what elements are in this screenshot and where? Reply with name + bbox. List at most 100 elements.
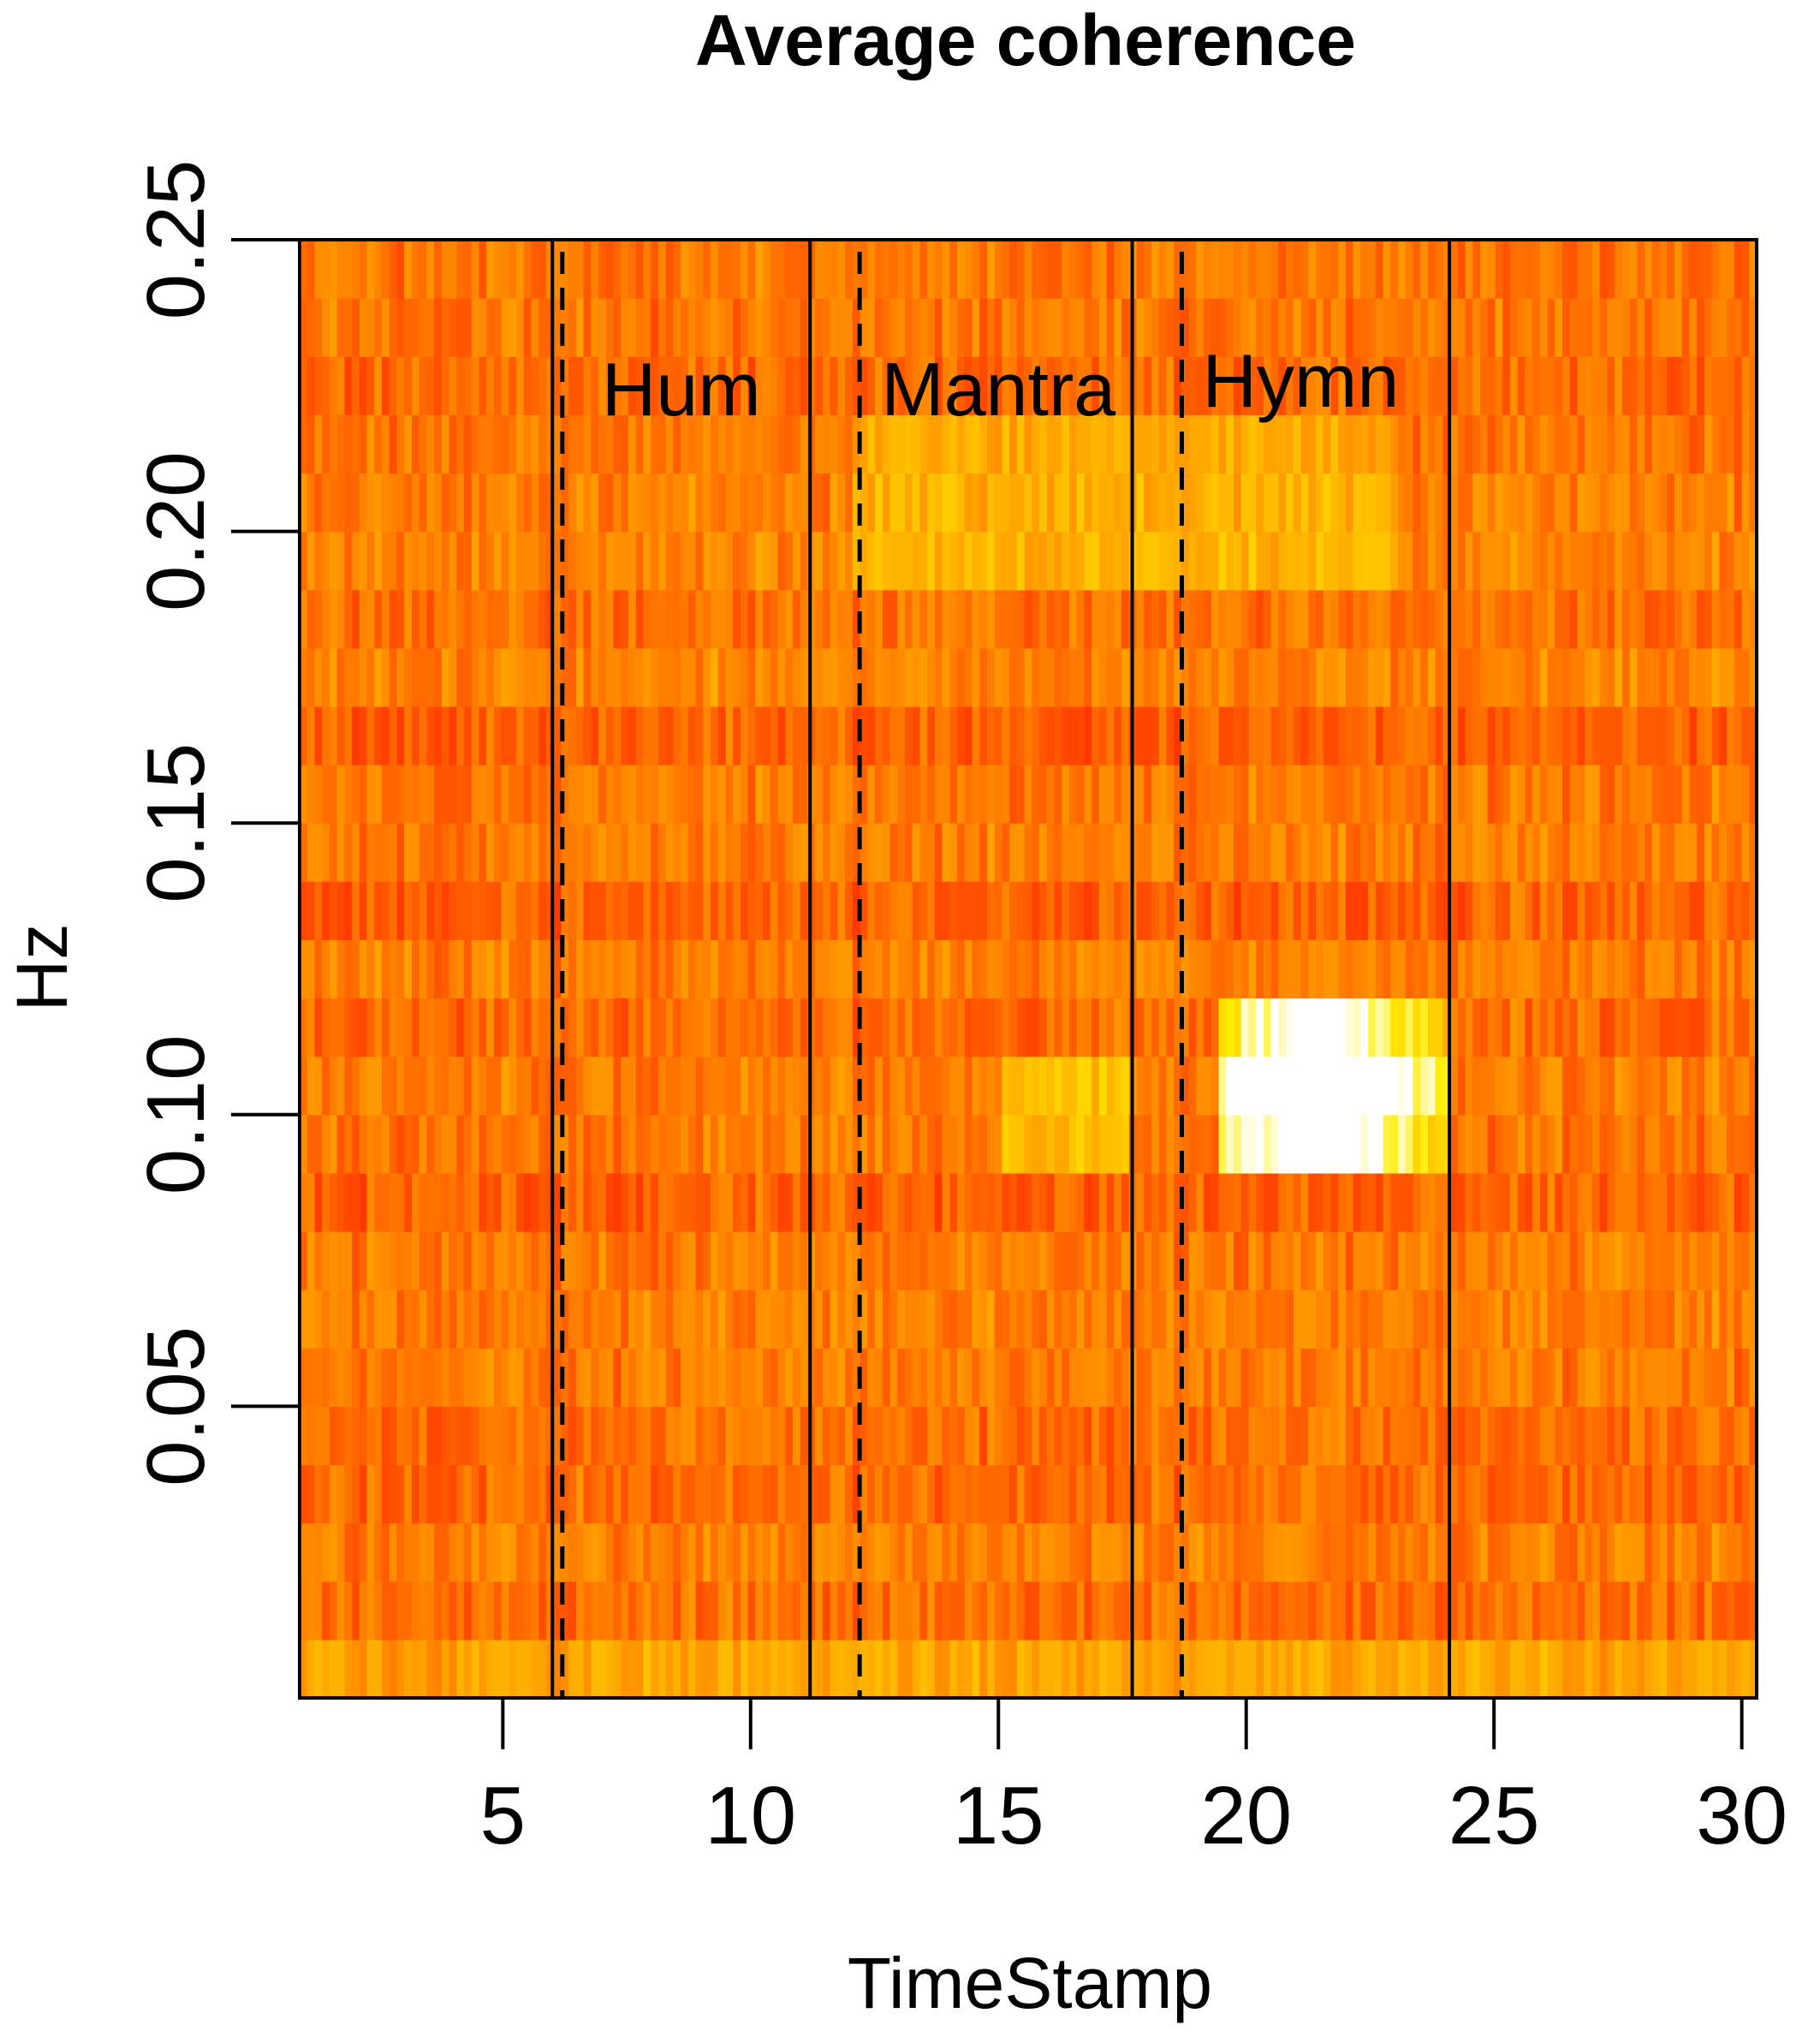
heatmap-cell [628, 706, 637, 765]
heatmap-cell [479, 823, 487, 882]
heatmap-cell [1210, 589, 1220, 649]
heatmap-cell [374, 706, 383, 765]
heatmap-cell [456, 765, 465, 824]
heatmap-cell [1472, 881, 1481, 941]
heatmap-cell [1719, 1406, 1728, 1466]
heatmap-cell [972, 356, 980, 415]
heatmap-cell [1457, 1581, 1466, 1641]
heatmap-cell [1166, 240, 1175, 299]
heatmap-cell [1158, 240, 1168, 299]
heatmap-cell [1002, 1172, 1010, 1232]
heatmap-cell [687, 765, 697, 824]
heatmap-cell [755, 881, 764, 941]
heatmap-cell [523, 1522, 532, 1582]
heatmap-cell [1450, 1522, 1459, 1582]
heatmap-cell [994, 1114, 1003, 1174]
heatmap-cell [1226, 414, 1234, 474]
heatmap-cell [1046, 589, 1056, 649]
heatmap-cell [1711, 1348, 1720, 1407]
heatmap-cell [1539, 647, 1549, 707]
heatmap-cell [1009, 706, 1018, 765]
heatmap-cell [1749, 414, 1758, 474]
heatmap-cell [1210, 1464, 1220, 1524]
heatmap-cell [1689, 473, 1698, 533]
heatmap-cell [1345, 473, 1354, 533]
heatmap-cell [1136, 1406, 1145, 1466]
heatmap-cell [1509, 356, 1519, 415]
heatmap-cell [793, 356, 801, 415]
heatmap-cell [1719, 1639, 1728, 1699]
heatmap-cell [1136, 1172, 1145, 1232]
heatmap-cell [1599, 473, 1609, 533]
y-tick-label: 0.15 [130, 743, 222, 903]
heatmap-cell [1420, 1464, 1429, 1524]
heatmap-cell [1316, 473, 1324, 533]
heatmap-cell [770, 531, 779, 591]
heatmap-cell [673, 1464, 681, 1524]
heatmap-cell [568, 1348, 577, 1407]
heatmap-cell [344, 706, 353, 765]
heatmap-cell [949, 706, 958, 765]
heatmap-cell [1300, 881, 1309, 941]
heatmap-cell [352, 1348, 360, 1407]
heatmap-cell [763, 706, 771, 765]
heatmap-cell [404, 1231, 413, 1290]
heatmap-cell [822, 1581, 831, 1641]
heatmap-cell [426, 939, 435, 999]
heatmap-cell [396, 589, 405, 649]
heatmap-cell [815, 881, 824, 941]
heatmap-cell [1390, 765, 1399, 824]
heatmap-cell [1704, 473, 1713, 533]
heatmap-cell [687, 1639, 697, 1699]
heatmap-cell [1106, 1348, 1115, 1407]
heatmap-cell [1502, 298, 1511, 357]
heatmap-cell [875, 647, 883, 707]
heatmap-cell [561, 881, 569, 941]
heatmap-cell [1054, 298, 1062, 357]
heatmap-cell [889, 1348, 898, 1407]
heatmap-cell [1234, 240, 1242, 299]
heatmap-cell [546, 1290, 555, 1349]
heatmap-cell [1375, 473, 1384, 533]
heatmap-cell [1734, 1581, 1743, 1641]
heatmap-cell [1069, 473, 1078, 533]
heatmap-cell [1637, 1581, 1645, 1641]
heatmap-cell [1741, 939, 1750, 999]
heatmap-cell [1210, 765, 1220, 824]
heatmap-cell [1727, 1114, 1735, 1174]
heatmap-cell [912, 589, 921, 649]
heatmap-cell [725, 1114, 734, 1174]
heatmap-cell [1674, 473, 1683, 533]
heatmap-cell [1136, 298, 1145, 357]
heatmap-cell [1465, 1406, 1473, 1466]
heatmap-cell [531, 765, 539, 824]
heatmap-cell [1054, 1464, 1062, 1524]
heatmap-cell [1174, 531, 1182, 591]
heatmap-cell [1084, 240, 1092, 299]
heatmap-cell [949, 1406, 958, 1466]
heatmap-cell [501, 706, 509, 765]
heatmap-cell [695, 414, 704, 474]
heatmap-cell [830, 765, 839, 824]
heatmap-cell [344, 765, 353, 824]
heatmap-cell [770, 1464, 779, 1524]
heatmap-cell [575, 414, 585, 474]
heatmap-cell [1547, 647, 1555, 707]
heatmap-cell [1532, 356, 1541, 415]
heatmap-cell [1024, 240, 1032, 299]
heatmap-cell [374, 1406, 383, 1466]
heatmap-cell [516, 1464, 525, 1524]
heatmap-cell [306, 1464, 316, 1524]
heatmap-cell [404, 414, 413, 474]
heatmap-cell [1316, 823, 1324, 882]
heatmap-cell [1749, 823, 1758, 882]
heatmap-cell [1585, 240, 1593, 299]
heatmap-cell [695, 647, 704, 707]
heatmap-cell [763, 356, 771, 415]
heatmap-cell [897, 1231, 906, 1290]
heatmap-cell [912, 1114, 921, 1174]
heatmap-cell [882, 998, 891, 1057]
heatmap-cell [1472, 1056, 1481, 1116]
heatmap-cell [329, 1290, 338, 1349]
heatmap-cell [464, 589, 473, 649]
